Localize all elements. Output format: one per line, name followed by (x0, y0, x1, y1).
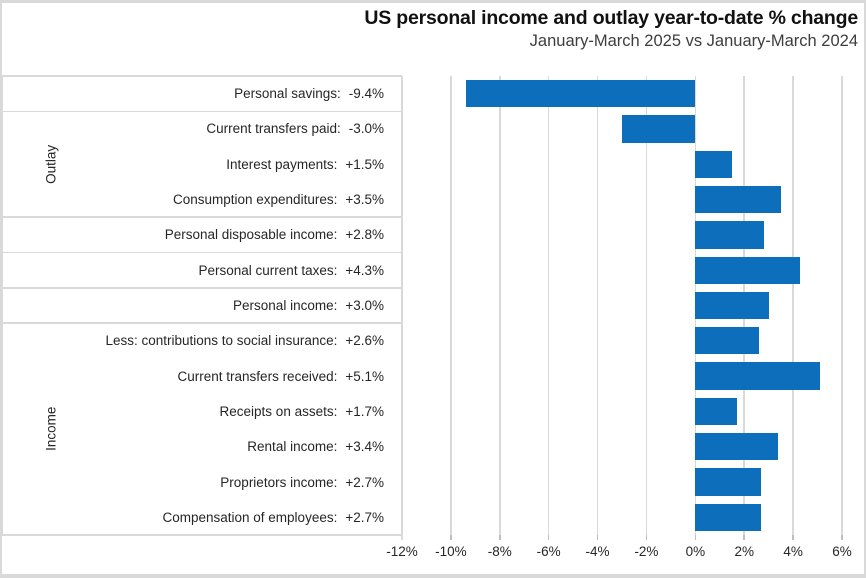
category-label: Personal current taxes: +4.3% (0, 253, 384, 288)
category-label: Personal savings: -9.4% (0, 76, 384, 111)
bar (695, 221, 764, 249)
category-name: Compensation of employees: (162, 509, 338, 525)
x-axis-tick (841, 535, 843, 540)
group-separator-line (1, 322, 402, 324)
gridline (841, 76, 843, 535)
group-separator-line (1, 287, 402, 289)
x-tick-label: -2% (634, 544, 659, 559)
category-label: Current transfers received: +5.1% (0, 358, 384, 393)
category-label: Personal disposable income: +2.8% (0, 217, 384, 252)
bar (695, 503, 762, 531)
category-axis-line (401, 76, 403, 540)
gridline (499, 76, 501, 535)
gridline (547, 76, 550, 535)
category-name: Proprietors income: (220, 474, 338, 490)
category-name: Personal income: (233, 297, 338, 313)
x-axis-tick (450, 535, 452, 540)
category-value: -3.0% (348, 121, 384, 137)
category-value: +2.8% (345, 227, 384, 243)
category-label: Personal income: +3.0% (0, 288, 384, 323)
category-label: Current transfers paid: -3.0% (0, 111, 384, 146)
bar (465, 80, 696, 108)
bar (695, 185, 781, 214)
chart-frame-right (864, 0, 866, 578)
category-label: Less: contributions to social insurance:… (0, 323, 384, 358)
category-name: Receipts on assets: (219, 403, 338, 419)
x-tick-label: 6% (832, 544, 852, 559)
bar (695, 327, 759, 355)
category-name: Personal savings: (234, 86, 341, 102)
x-tick-label: 2% (734, 544, 754, 559)
x-tick-label: -4% (585, 544, 610, 559)
bar (695, 150, 732, 178)
category-label: Interest payments: +1.5% (0, 147, 384, 182)
x-tick-label: -6% (536, 544, 561, 559)
category-value: +3.4% (345, 439, 384, 455)
x-tick-label: -8% (487, 544, 512, 559)
category-label: Receipts on assets: +1.7% (0, 394, 384, 429)
category-value: -9.4% (348, 86, 384, 102)
category-value: +3.5% (345, 192, 384, 208)
x-axis-tick (792, 535, 794, 540)
category-value: +1.7% (345, 403, 384, 419)
gridline (450, 76, 452, 535)
gridline (792, 76, 794, 535)
category-name: Personal disposable income: (164, 227, 338, 243)
gridline (645, 76, 648, 535)
chart-title: US personal income and outlay year-to-da… (364, 7, 858, 29)
x-axis-tick (499, 535, 501, 540)
group-separator-line (1, 110, 402, 113)
bar (695, 362, 820, 390)
gridline (596, 76, 599, 535)
category-value: +3.0% (345, 297, 384, 313)
x-tick-label: -12% (386, 544, 418, 559)
category-label: Compensation of employees: +2.7% (0, 500, 384, 535)
x-axis-tick (596, 535, 599, 540)
category-name: Personal current taxes: (198, 262, 338, 278)
group-separator-line (1, 75, 402, 77)
category-name: Rental income: (247, 439, 338, 455)
chart-subtitle: January-March 2025 vs January-March 2024 (529, 32, 858, 50)
bar (695, 433, 779, 461)
category-name: Interest payments: (226, 156, 338, 172)
chart-frame-top (0, 0, 866, 3)
group-separator-line (1, 534, 402, 536)
category-name: Current transfers paid: (206, 121, 341, 137)
category-value: +1.5% (345, 156, 384, 172)
category-name: Consumption expenditures: (172, 192, 338, 208)
category-name: Less: contributions to social insurance: (105, 333, 338, 349)
x-tick-label: -10% (435, 544, 467, 559)
group-separator-line (1, 216, 402, 218)
category-value: +5.1% (345, 368, 384, 384)
x-axis-tick (694, 535, 697, 540)
category-label: Proprietors income: +2.7% (0, 464, 384, 499)
x-axis-tick (547, 535, 550, 540)
bar (622, 115, 696, 143)
group-separator-line (1, 251, 402, 254)
bar (695, 397, 737, 426)
category-label: Rental income: +3.4% (0, 429, 384, 464)
category-value: +2.6% (345, 333, 384, 349)
x-tick-label: 0% (685, 544, 706, 559)
category-value: +4.3% (345, 262, 384, 278)
category-label: Consumption expenditures: +3.5% (0, 182, 384, 217)
category-value: +2.7% (345, 474, 384, 490)
bar (695, 468, 762, 496)
bar (695, 291, 769, 320)
chart-frame-bottom (0, 574, 866, 578)
category-value: +2.7% (345, 509, 384, 525)
x-axis-tick (743, 535, 745, 540)
bar (695, 256, 801, 284)
label-table-left-border (1, 76, 3, 535)
x-axis-tick (645, 535, 648, 540)
x-tick-label: 4% (783, 544, 803, 559)
category-name: Current transfers received: (177, 368, 338, 384)
